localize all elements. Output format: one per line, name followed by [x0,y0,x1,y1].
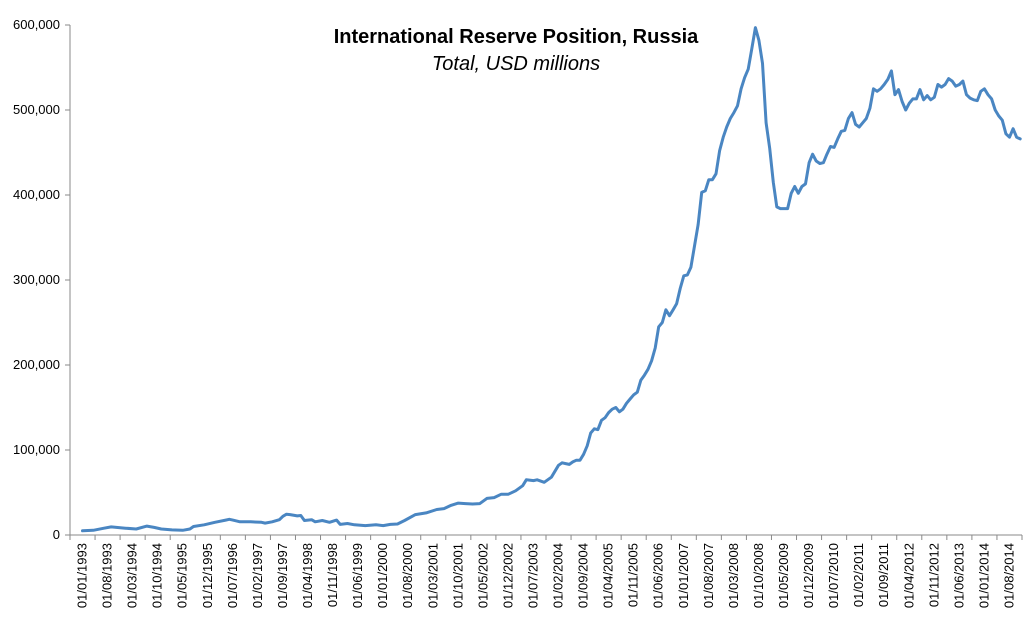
x-tick-label: 01/09/2004 [576,543,591,608]
series-line-total-reserves [81,26,1022,533]
x-tick-label: 01/12/1995 [200,543,215,608]
x-tick-label: 01/12/2002 [500,543,515,608]
x-tick-label: 01/02/1997 [250,543,265,608]
x-tick-label: 01/05/2009 [776,543,791,608]
x-tick-label: 01/07/1996 [225,543,240,608]
x-tick-label: 01/12/2009 [801,543,816,608]
x-tick-label: 01/01/2014 [976,543,991,608]
x-tick-label: 01/03/2001 [425,543,440,608]
x-tick-label: 01/05/2002 [475,543,490,608]
x-tick-label: 01/09/1997 [275,543,290,608]
series-layer [81,26,1022,533]
x-tick-label: 01/11/2012 [926,543,941,607]
x-tick-label: 01/06/2013 [951,543,966,608]
x-axis-ticks: 01/01/1993 01/08/1993 01/03/1994 01/10/1994… [69,535,1023,608]
x-tick-label: 01/01/2007 [676,543,691,608]
x-tick-label: 01/11/2005 [626,543,641,607]
x-tick-label: 01/07/2003 [525,543,540,608]
x-tick-label: 01/08/2014 [1001,543,1016,608]
x-tick-label: 01/04/2012 [901,543,916,608]
x-tick-label: 01/06/1999 [350,543,365,608]
x-tick-label: 01/11/1998 [325,543,340,607]
x-tick-label: 01/10/1994 [150,543,165,608]
y-tick-label: 0 [53,527,60,542]
x-tick-label: 01/08/1993 [100,543,115,608]
x-tick-label: 01/08/2007 [701,543,716,608]
x-tick-label: 01/03/2008 [726,543,741,608]
x-tick-label: 01/02/2004 [551,543,566,608]
y-tick-label: 600,000 [13,17,60,32]
x-tick-label: 01/08/2000 [400,543,415,608]
x-tick-label: 01/01/2000 [375,543,390,608]
axes [69,25,1022,536]
x-tick-label: 01/05/1995 [175,543,190,608]
y-tick-label: 400,000 [13,187,60,202]
x-tick-label: 01/10/2008 [751,543,766,608]
x-tick-label: 01/04/1998 [300,543,315,608]
x-tick-label: 01/03/1994 [125,543,140,608]
y-tick-label: 100,000 [13,442,60,457]
x-tick-label: 01/07/2010 [826,543,841,608]
x-tick-label: 01/10/2001 [450,543,465,608]
y-tick-label: 300,000 [13,272,60,287]
chart-subtitle: Total, USD millions [432,53,600,75]
y-axis-ticks: 0 100,000 200,000 300,000 400,000 500,000 600,… [13,17,70,542]
y-tick-label: 500,000 [13,102,60,117]
x-tick-label: 01/01/1993 [75,543,90,608]
x-tick-label: 01/04/2005 [601,543,616,608]
x-tick-label: 01/09/2011 [876,543,891,607]
x-tick-label: 01/02/2011 [851,543,866,607]
x-tick-label: 01/06/2006 [651,543,666,608]
chart-title: International Reserve Position, Russia [334,26,699,48]
y-tick-label: 200,000 [13,357,60,372]
